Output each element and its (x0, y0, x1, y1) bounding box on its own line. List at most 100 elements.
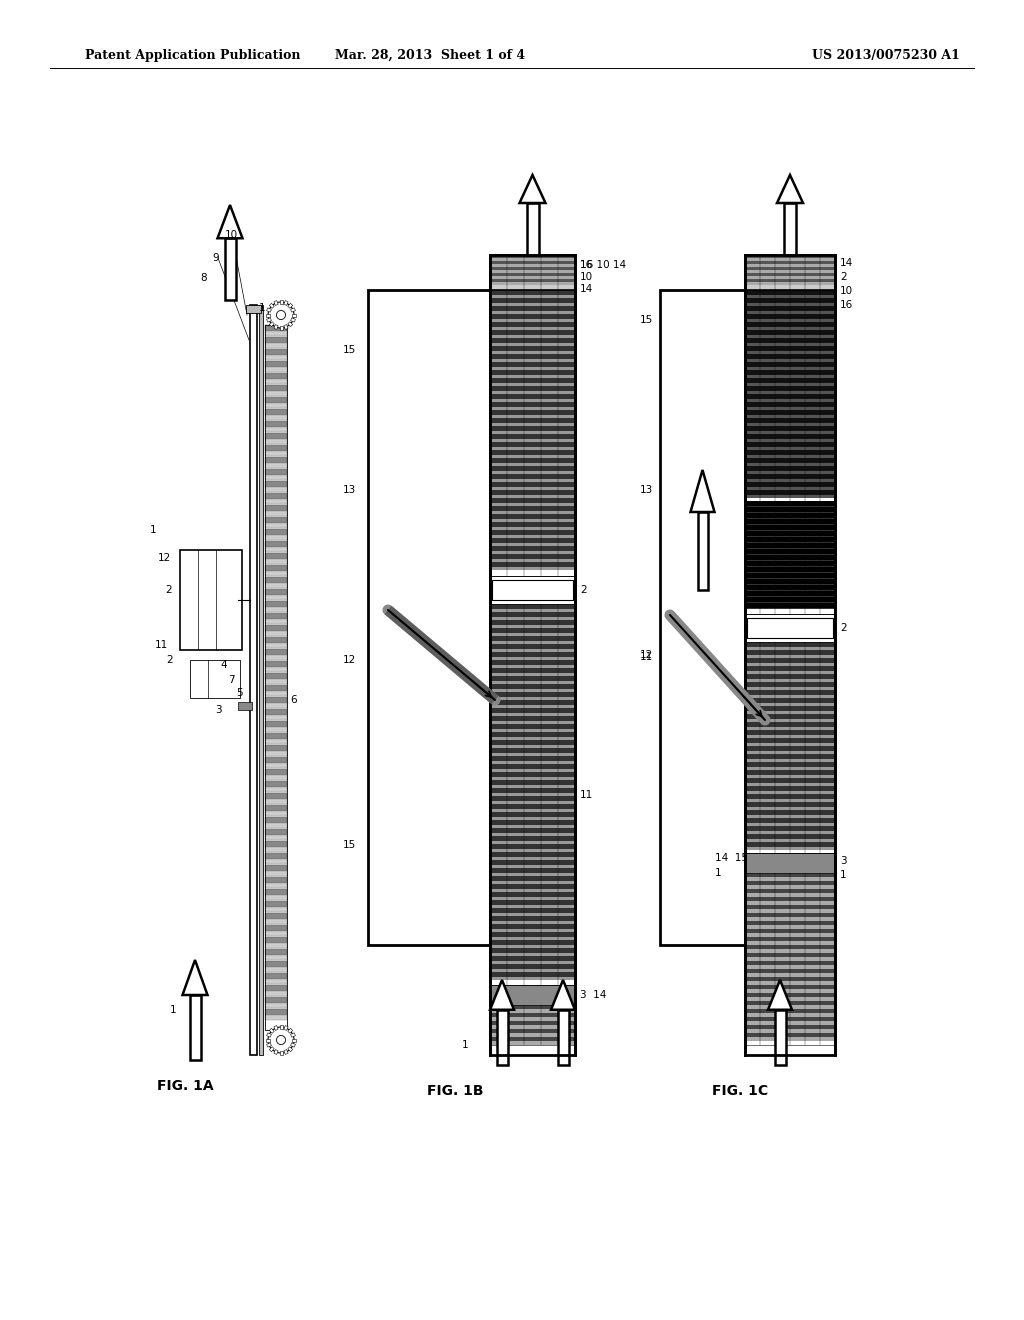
Bar (774, 1010, 785, 1065)
Bar (745, 1026, 835, 1030)
Bar (265, 619, 287, 624)
Bar (745, 335, 835, 338)
Bar (745, 296, 835, 298)
Bar (490, 1005, 575, 1045)
Bar (490, 346, 575, 351)
Bar (490, 708, 575, 713)
Bar (490, 367, 575, 370)
Bar (745, 290, 835, 296)
Bar (745, 264, 835, 267)
Bar (745, 267, 835, 271)
Bar (745, 319, 835, 322)
Bar (490, 279, 575, 282)
Bar (745, 714, 835, 719)
Bar (490, 760, 575, 764)
Bar (745, 888, 835, 894)
Text: 2: 2 (840, 623, 847, 634)
Bar (265, 535, 287, 540)
Bar (490, 255, 575, 290)
Bar (490, 271, 575, 273)
Bar (490, 741, 575, 744)
Bar (490, 733, 575, 737)
Bar (490, 700, 575, 705)
Bar (745, 507, 835, 512)
Bar (265, 463, 287, 469)
Bar (265, 865, 287, 871)
Bar (745, 678, 835, 682)
Polygon shape (269, 1028, 274, 1034)
Bar (745, 657, 835, 663)
Bar (745, 799, 835, 803)
Bar (265, 480, 287, 487)
Text: 7: 7 (228, 675, 234, 685)
Bar (745, 961, 835, 965)
Bar (745, 886, 835, 888)
Bar (265, 678, 287, 684)
Polygon shape (266, 314, 270, 317)
Bar (490, 430, 575, 434)
Bar (745, 710, 835, 714)
Bar (265, 492, 287, 499)
Bar (265, 895, 287, 900)
Bar (265, 558, 287, 564)
Bar (490, 282, 575, 285)
Bar (745, 298, 835, 304)
Bar (745, 1030, 835, 1034)
Bar (265, 643, 287, 648)
Bar (265, 979, 287, 983)
Bar (250, 305, 257, 1055)
Bar (745, 561, 835, 566)
Bar (490, 302, 575, 306)
Bar (745, 314, 835, 319)
Bar (745, 838, 835, 842)
Bar (745, 585, 835, 590)
Bar (745, 502, 835, 614)
Bar (490, 940, 575, 945)
Bar (745, 909, 835, 913)
Bar (368, 290, 490, 945)
Bar (745, 385, 835, 391)
Bar (490, 869, 575, 873)
Bar (745, 818, 835, 822)
Text: 13: 13 (343, 484, 356, 495)
Bar (745, 1008, 835, 1014)
Bar (745, 921, 835, 925)
Bar (490, 609, 575, 612)
Bar (490, 676, 575, 681)
Bar (490, 385, 575, 391)
Bar (265, 511, 287, 516)
Bar (490, 956, 575, 961)
Polygon shape (288, 1047, 293, 1052)
Bar (265, 968, 287, 972)
Bar (490, 876, 575, 880)
Bar (265, 883, 287, 888)
Bar (745, 407, 835, 411)
Bar (745, 902, 835, 906)
Bar (265, 445, 287, 451)
Bar (265, 414, 287, 420)
Bar (265, 367, 287, 372)
Bar (490, 370, 575, 375)
Bar (490, 888, 575, 892)
Bar (490, 873, 575, 876)
Text: 2: 2 (840, 272, 847, 282)
Bar (745, 706, 835, 710)
Bar (265, 949, 287, 954)
Bar (745, 463, 835, 466)
Bar (745, 642, 835, 647)
Bar (490, 576, 575, 605)
Bar (265, 661, 287, 667)
Bar (265, 541, 287, 546)
Bar (490, 434, 575, 438)
Bar (265, 751, 287, 756)
Bar (490, 865, 575, 869)
Bar (745, 568, 835, 572)
Bar (526, 203, 539, 255)
Bar (490, 684, 575, 689)
Bar (745, 306, 835, 312)
Bar (745, 751, 835, 754)
Polygon shape (288, 1028, 293, 1034)
Bar (745, 834, 835, 838)
Bar (490, 929, 575, 932)
Bar (745, 354, 835, 359)
